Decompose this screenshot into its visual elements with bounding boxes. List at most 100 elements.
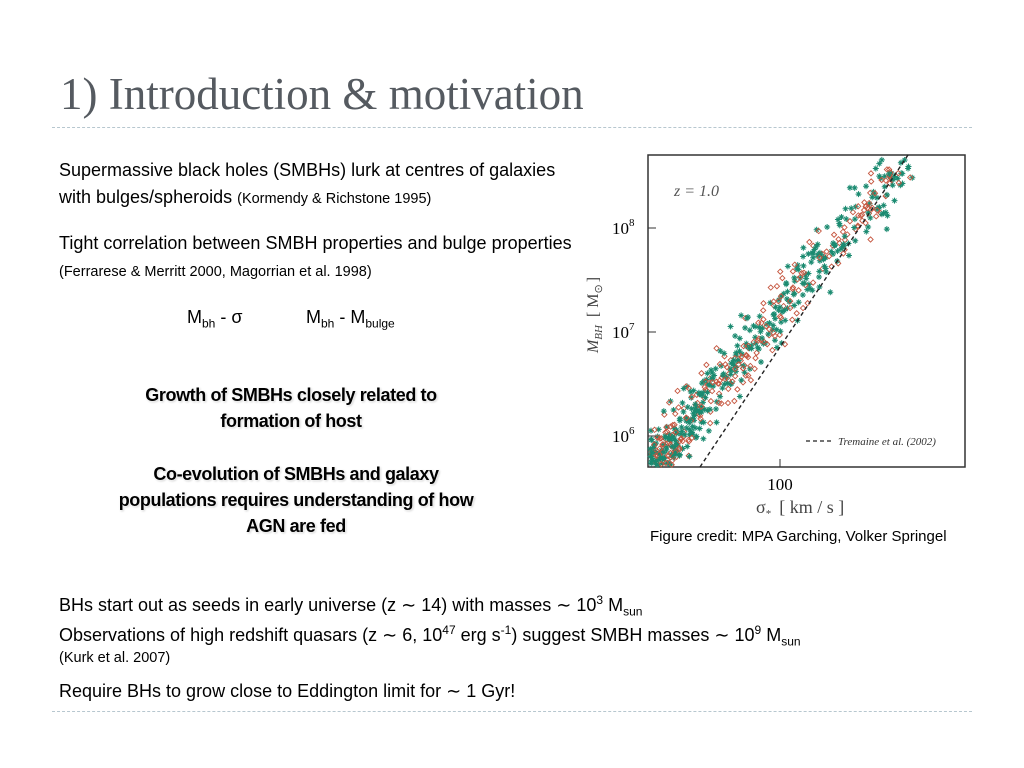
point — [650, 444, 657, 451]
point — [784, 263, 791, 270]
point — [731, 362, 738, 369]
citation: (Kormendy & Richstone 1995) — [237, 191, 432, 207]
point — [778, 319, 785, 326]
point — [795, 287, 802, 294]
point — [766, 325, 773, 333]
point — [733, 349, 740, 356]
point — [880, 202, 887, 209]
point — [665, 452, 672, 460]
point — [743, 315, 750, 322]
point — [845, 252, 852, 259]
point — [669, 457, 676, 464]
point — [769, 346, 776, 354]
point — [693, 433, 700, 440]
point — [711, 372, 718, 379]
point — [689, 423, 696, 430]
point — [681, 431, 688, 438]
point — [755, 345, 762, 352]
figure: z = 1.0 108 107 106 100 MBH[ M⊙] σ*[ km … — [585, 154, 966, 520]
point — [696, 409, 703, 416]
point — [776, 304, 783, 311]
point — [841, 224, 848, 231]
point — [738, 312, 745, 319]
point — [827, 289, 834, 296]
point — [736, 393, 743, 400]
point — [648, 436, 655, 443]
y-axis-label: MBH [ M⊙] — [585, 277, 605, 354]
point — [776, 331, 784, 339]
superscript: 9 — [754, 623, 762, 637]
point — [704, 407, 711, 414]
point — [703, 361, 710, 369]
point — [793, 265, 800, 272]
point — [806, 285, 813, 292]
point — [698, 380, 705, 387]
point — [653, 461, 660, 468]
point — [815, 274, 822, 281]
point — [783, 280, 790, 287]
point — [806, 238, 813, 246]
point — [876, 204, 883, 211]
point — [777, 268, 784, 275]
point — [836, 220, 843, 227]
point — [753, 349, 760, 357]
point — [647, 445, 654, 452]
point — [779, 309, 786, 316]
point — [648, 460, 655, 467]
point — [730, 357, 737, 364]
point — [805, 281, 812, 288]
point — [848, 205, 855, 212]
point — [818, 251, 825, 258]
point — [746, 327, 753, 334]
point — [735, 361, 742, 368]
point — [906, 174, 914, 181]
point — [660, 408, 667, 415]
point — [666, 431, 673, 438]
point — [661, 411, 668, 418]
point — [758, 358, 765, 365]
plot-label: z = 1.0 — [673, 183, 719, 200]
point — [802, 271, 809, 278]
point — [723, 364, 731, 371]
text: Supermassive black holes (SMBHs) lurk at… — [59, 160, 556, 207]
point — [791, 302, 798, 309]
point — [762, 323, 770, 330]
point — [765, 331, 772, 338]
point — [654, 433, 661, 440]
point — [779, 274, 786, 282]
point — [704, 389, 711, 396]
point — [713, 419, 720, 426]
point — [750, 338, 758, 346]
point — [789, 268, 797, 275]
point — [751, 365, 758, 373]
point — [778, 293, 785, 300]
text: - σ — [215, 307, 243, 327]
point — [809, 249, 816, 256]
text: [ M — [585, 293, 602, 317]
point — [678, 424, 685, 431]
point — [730, 360, 737, 367]
text: erg s — [455, 625, 501, 645]
point — [671, 421, 678, 428]
point — [744, 353, 752, 361]
point — [685, 384, 692, 392]
subscript: sun — [781, 634, 801, 649]
point — [662, 434, 669, 441]
point — [872, 165, 879, 172]
point — [678, 428, 685, 435]
point — [901, 156, 908, 163]
point — [894, 175, 901, 182]
text: M — [603, 595, 624, 615]
point — [684, 443, 691, 450]
point — [846, 217, 854, 225]
text: M — [585, 338, 602, 354]
point — [683, 424, 690, 431]
point — [786, 298, 793, 305]
point — [736, 335, 743, 342]
point — [663, 428, 671, 436]
point — [717, 393, 724, 400]
point — [713, 398, 720, 405]
point — [744, 372, 752, 379]
bullet: Observations of high redshift quasars (z… — [59, 622, 801, 649]
point — [712, 365, 719, 372]
